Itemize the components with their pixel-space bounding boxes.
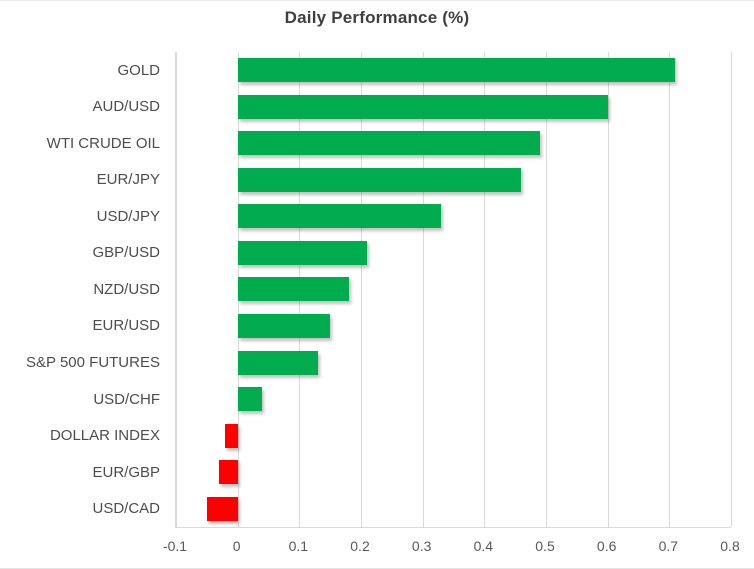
bar-rows xyxy=(176,52,731,527)
bar-row xyxy=(176,417,731,454)
bar-usd-jpy xyxy=(237,204,442,229)
x-tick-label: 0.4 xyxy=(473,538,494,554)
x-tick-label: 0.5 xyxy=(535,538,555,554)
x-tick-label: 0.3 xyxy=(411,538,432,554)
category-label: GOLD xyxy=(117,61,160,79)
gridline xyxy=(607,52,609,527)
bar-row xyxy=(176,198,731,235)
category-label: EUR/GBP xyxy=(92,463,160,481)
category-label: DOLLAR INDEX xyxy=(49,427,160,445)
bar-row xyxy=(176,52,731,89)
x-tick-label: 0.1 xyxy=(288,538,309,554)
bar-eur-gbp xyxy=(219,460,238,485)
bar-row xyxy=(176,89,731,126)
bar-dollar-index xyxy=(225,423,238,448)
gridline xyxy=(669,52,671,527)
bar-gold xyxy=(237,58,676,83)
category-axis: GOLD AUD/USD WTI CRUDE OIL EUR/JPY USD/JPY GB… xyxy=(0,52,167,527)
category-label: AUD/USD xyxy=(92,98,160,116)
bar-row xyxy=(176,490,731,527)
bar-row xyxy=(176,308,731,345)
category-label: GBP/USD xyxy=(92,244,160,262)
gridline xyxy=(731,52,732,527)
gridline xyxy=(546,52,547,527)
plot-area xyxy=(175,52,732,528)
category-label: NZD/USD xyxy=(93,280,160,298)
category-label: USD/JPY xyxy=(96,207,160,225)
bar-eur-jpy xyxy=(237,167,522,192)
x-tick-label: 0.2 xyxy=(350,538,370,554)
gridline xyxy=(176,52,177,527)
bar-eur-usd xyxy=(237,313,331,338)
bar-row xyxy=(176,271,731,308)
bar-gbp-usd xyxy=(237,240,368,265)
category-label: S&P 500 FUTURES xyxy=(26,354,160,372)
chart-title: Daily Performance (%) xyxy=(284,8,470,27)
x-tick-label: 0.6 xyxy=(596,538,617,554)
bar-row xyxy=(176,125,731,162)
x-tick-label: -0.1 xyxy=(162,538,188,554)
bar-usd-chf xyxy=(237,387,263,412)
x-tick-label: 0.7 xyxy=(658,538,679,554)
category-label: WTI CRUDE OIL xyxy=(46,134,160,152)
x-tick-label: 0.8 xyxy=(720,538,740,554)
category-label: USD/CAD xyxy=(92,500,160,518)
gridline xyxy=(484,52,486,527)
category-label: EUR/USD xyxy=(92,317,160,335)
value-axis: -0.1 0 0.1 0.2 0.3 0.4 0.5 0.6 0.7 0.8 xyxy=(163,538,740,558)
bar-row xyxy=(176,235,731,272)
category-label: USD/CHF xyxy=(93,390,160,408)
gridline xyxy=(422,52,424,527)
bar-aud-usd xyxy=(237,94,608,119)
bar-row xyxy=(176,344,731,381)
gridline xyxy=(361,52,362,527)
bar-row xyxy=(176,162,731,199)
bar-row xyxy=(176,381,731,418)
bar-usd-cad xyxy=(206,496,238,521)
bar-wti-crude-oil xyxy=(237,131,540,156)
category-label: EUR/JPY xyxy=(96,171,160,189)
x-tick-label: 0 xyxy=(232,538,241,554)
bar-row xyxy=(176,454,731,491)
bar-nzd-usd xyxy=(237,277,349,302)
bar-s-p-500-futures xyxy=(237,350,318,375)
